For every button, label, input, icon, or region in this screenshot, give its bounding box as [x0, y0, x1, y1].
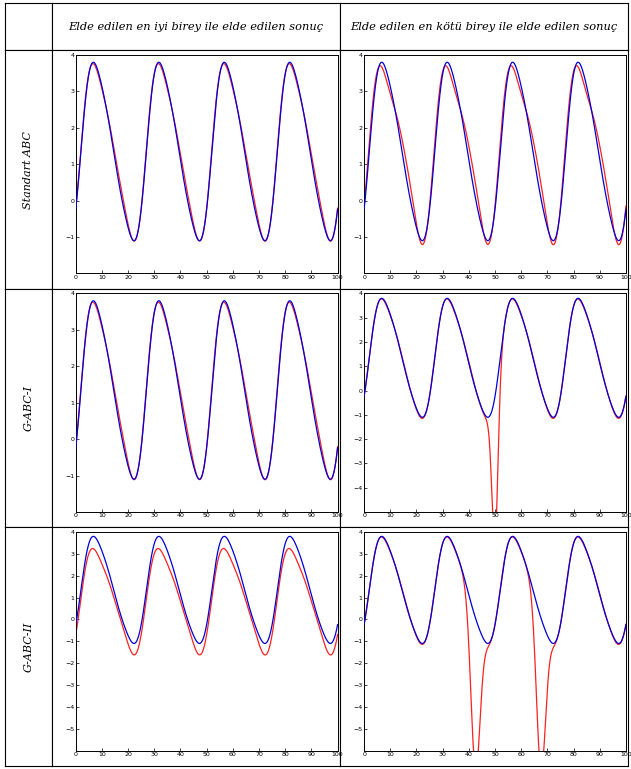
Text: Elde edilen en iyi birey ile elde edilen sonuç: Elde edilen en iyi birey ile elde edilen… — [68, 22, 324, 32]
Text: Elde edilen en kötü birey ile elde edilen sonuç: Elde edilen en kötü birey ile elde edile… — [351, 22, 618, 32]
Text: G-ABC-II: G-ABC-II — [23, 621, 33, 672]
Text: G-ABC-I: G-ABC-I — [23, 385, 33, 431]
Text: Standart ABC: Standart ABC — [23, 131, 33, 208]
